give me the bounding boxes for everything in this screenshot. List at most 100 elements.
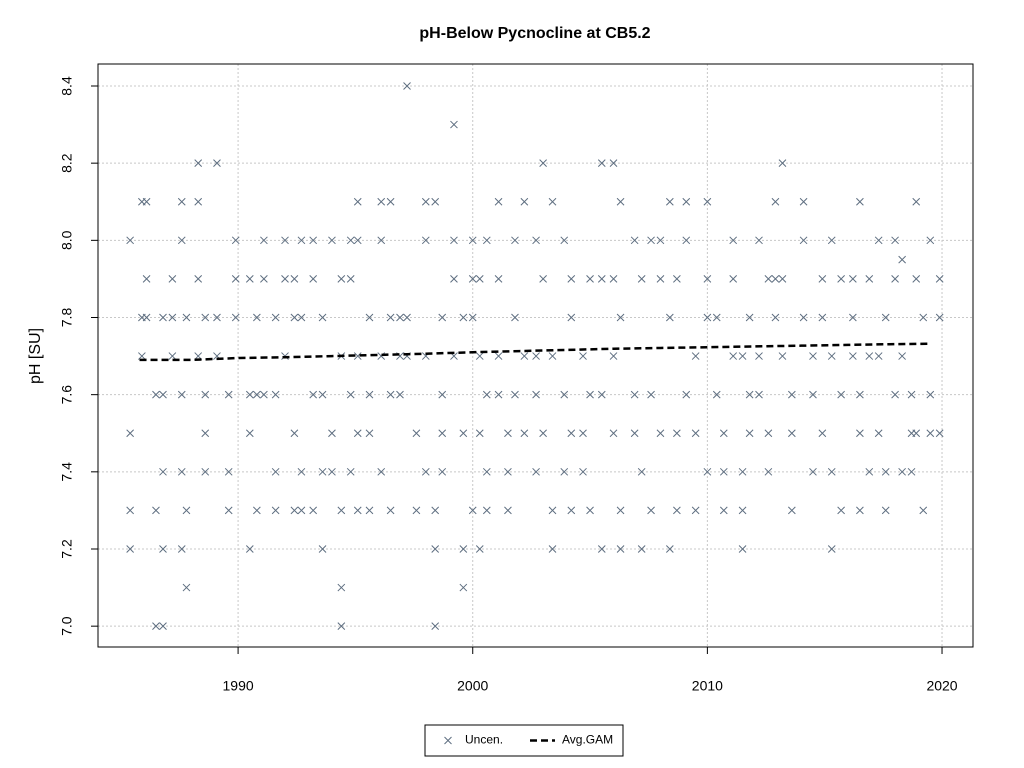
data-point xyxy=(194,197,203,206)
data-point xyxy=(778,352,787,360)
data-point xyxy=(745,429,754,438)
data-point xyxy=(328,467,336,476)
data-point xyxy=(764,275,773,283)
data-point xyxy=(511,313,519,322)
data-point xyxy=(560,467,569,476)
data-point xyxy=(201,467,210,476)
data-point xyxy=(168,313,177,322)
data-point xyxy=(907,390,916,399)
data-point xyxy=(579,467,587,476)
x-tick-label: 2020 xyxy=(926,678,957,694)
data-point xyxy=(881,506,890,515)
legend-label: Uncen. xyxy=(465,733,503,747)
data-point xyxy=(935,313,944,322)
data-point xyxy=(159,313,167,322)
data-point xyxy=(891,236,899,245)
data-point xyxy=(482,467,491,476)
data-point xyxy=(771,275,780,283)
data-point xyxy=(778,159,787,168)
data-point xyxy=(656,429,665,438)
data-point xyxy=(213,159,221,168)
data-point xyxy=(365,313,374,322)
data-point xyxy=(682,390,691,399)
data-point xyxy=(494,390,503,399)
data-point xyxy=(201,429,210,438)
data-point xyxy=(297,506,306,515)
chart-title: pH-Below Pycnocline at CB5.2 xyxy=(419,25,650,42)
data-point xyxy=(431,197,440,206)
data-point xyxy=(281,236,289,245)
data-point xyxy=(898,467,906,476)
data-point xyxy=(539,275,547,283)
data-point xyxy=(142,197,151,206)
data-point xyxy=(586,275,594,283)
data-point xyxy=(856,390,864,399)
data-point xyxy=(377,236,386,245)
data-point xyxy=(309,506,318,515)
data-point xyxy=(597,390,606,399)
data-point xyxy=(787,506,796,515)
data-point xyxy=(532,467,540,476)
y-tick-label: 7.2 xyxy=(59,539,75,559)
data-point xyxy=(609,275,618,283)
data-point xyxy=(377,467,386,476)
data-point xyxy=(353,429,362,438)
data-point xyxy=(787,429,796,438)
data-point xyxy=(919,506,928,515)
data-point xyxy=(849,313,857,322)
data-point xyxy=(152,506,160,515)
data-point xyxy=(665,545,674,553)
data-point xyxy=(459,313,468,322)
data-point xyxy=(764,467,773,476)
data-point xyxy=(912,275,921,283)
data-point xyxy=(755,390,763,399)
data-point xyxy=(548,545,557,553)
data-point xyxy=(138,352,146,360)
x-tick-label: 2010 xyxy=(692,678,723,694)
data-point xyxy=(637,275,646,283)
data-point xyxy=(703,313,712,322)
data-point xyxy=(809,467,817,476)
data-point xyxy=(468,313,477,322)
data-point xyxy=(450,120,458,129)
data-point xyxy=(346,467,355,476)
data-point xyxy=(271,506,280,515)
legend-label: Avg.GAM xyxy=(562,733,613,747)
data-point xyxy=(475,275,484,283)
data-point xyxy=(386,197,395,206)
data-point xyxy=(459,545,468,553)
data-point xyxy=(260,390,268,399)
data-point xyxy=(224,506,233,515)
data-point xyxy=(771,313,780,322)
data-point xyxy=(609,429,618,438)
data-point xyxy=(504,467,512,476)
data-point xyxy=(548,506,557,515)
data-point xyxy=(126,236,135,245)
data-point xyxy=(682,236,691,245)
data-point xyxy=(874,429,883,438)
data-point xyxy=(647,236,655,245)
data-point xyxy=(520,429,529,438)
data-point xyxy=(271,467,280,476)
data-point xyxy=(194,159,203,168)
data-point xyxy=(494,275,503,283)
y-tick-label: 7.4 xyxy=(59,462,75,482)
data-point xyxy=(703,197,712,206)
data-point xyxy=(926,429,935,438)
data-point xyxy=(656,275,665,283)
data-point xyxy=(818,429,827,438)
data-point xyxy=(856,197,864,206)
plot-frame xyxy=(97,63,974,648)
data-point xyxy=(309,390,318,399)
data-point xyxy=(865,275,874,283)
data-point xyxy=(799,313,808,322)
data-point xyxy=(719,429,728,438)
data-point xyxy=(827,467,836,476)
data-point xyxy=(231,275,240,283)
data-point xyxy=(126,429,135,438)
data-point xyxy=(637,467,646,476)
data-point xyxy=(377,197,386,206)
data-point xyxy=(539,159,547,168)
data-point xyxy=(290,313,299,322)
data-point xyxy=(586,506,594,515)
